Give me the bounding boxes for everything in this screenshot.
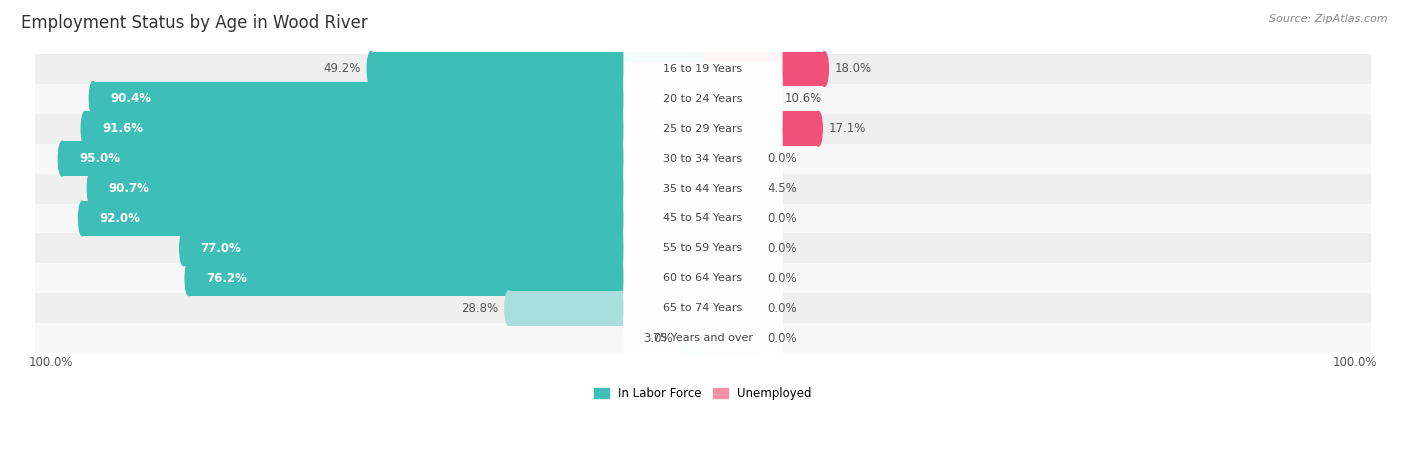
Bar <box>703 81 775 116</box>
FancyBboxPatch shape <box>623 122 783 196</box>
Bar <box>683 321 703 356</box>
Text: 65 to 74 Years: 65 to 74 Years <box>664 303 742 313</box>
Bar <box>83 201 703 236</box>
Circle shape <box>87 171 96 206</box>
Text: 100.0%: 100.0% <box>28 356 73 369</box>
Circle shape <box>754 261 761 296</box>
Legend: In Labor Force, Unemployed: In Labor Force, Unemployed <box>589 382 817 405</box>
Bar <box>35 84 1371 114</box>
Bar <box>509 291 703 325</box>
Bar <box>35 174 1371 203</box>
Text: 92.0%: 92.0% <box>100 212 141 225</box>
FancyBboxPatch shape <box>623 92 783 166</box>
Circle shape <box>814 112 823 146</box>
Bar <box>703 231 756 266</box>
Text: 90.4%: 90.4% <box>110 92 150 105</box>
Bar <box>35 144 1371 174</box>
Circle shape <box>58 141 66 176</box>
FancyBboxPatch shape <box>623 241 783 315</box>
Text: 20 to 24 Years: 20 to 24 Years <box>664 94 742 104</box>
Bar <box>703 52 824 86</box>
Bar <box>62 141 703 176</box>
Circle shape <box>754 141 761 176</box>
Text: 0.0%: 0.0% <box>768 332 797 345</box>
FancyBboxPatch shape <box>623 271 783 345</box>
Circle shape <box>180 231 187 266</box>
Text: Source: ZipAtlas.com: Source: ZipAtlas.com <box>1270 14 1388 23</box>
Circle shape <box>186 261 193 296</box>
Text: 75 Years and over: 75 Years and over <box>652 333 754 343</box>
Bar <box>35 293 1371 323</box>
Bar <box>703 291 756 325</box>
Text: 25 to 29 Years: 25 to 29 Years <box>664 124 742 134</box>
Bar <box>184 231 703 266</box>
Text: 10.6%: 10.6% <box>785 92 823 105</box>
Bar <box>35 234 1371 263</box>
FancyBboxPatch shape <box>623 212 783 285</box>
Text: 3.0%: 3.0% <box>643 332 672 345</box>
Bar <box>703 141 756 176</box>
Text: 100.0%: 100.0% <box>1333 356 1378 369</box>
FancyBboxPatch shape <box>623 301 783 375</box>
Bar <box>371 52 703 86</box>
Text: 45 to 54 Years: 45 to 54 Years <box>664 213 742 224</box>
Text: 60 to 64 Years: 60 to 64 Years <box>664 273 742 284</box>
Text: 0.0%: 0.0% <box>768 212 797 225</box>
Circle shape <box>79 201 86 236</box>
Circle shape <box>754 171 761 206</box>
Bar <box>93 81 703 116</box>
Circle shape <box>754 231 761 266</box>
Bar <box>35 114 1371 144</box>
Text: 17.1%: 17.1% <box>828 122 866 135</box>
Circle shape <box>90 81 97 116</box>
Circle shape <box>505 291 513 325</box>
Bar <box>703 261 756 296</box>
FancyBboxPatch shape <box>623 181 783 256</box>
Text: 30 to 34 Years: 30 to 34 Years <box>664 153 742 164</box>
Text: 0.0%: 0.0% <box>768 242 797 255</box>
Bar <box>703 171 756 206</box>
Text: 0.0%: 0.0% <box>768 272 797 285</box>
Text: 4.5%: 4.5% <box>768 182 797 195</box>
Circle shape <box>367 52 375 86</box>
Text: 90.7%: 90.7% <box>108 182 149 195</box>
FancyBboxPatch shape <box>623 32 783 106</box>
Circle shape <box>82 112 89 146</box>
Text: 28.8%: 28.8% <box>461 302 499 315</box>
FancyBboxPatch shape <box>623 152 783 225</box>
Circle shape <box>754 291 761 325</box>
FancyBboxPatch shape <box>623 62 783 136</box>
Text: 55 to 59 Years: 55 to 59 Years <box>664 243 742 253</box>
Circle shape <box>679 321 686 356</box>
Text: 76.2%: 76.2% <box>205 272 247 285</box>
Text: 77.0%: 77.0% <box>201 242 242 255</box>
Circle shape <box>754 201 761 236</box>
Bar <box>703 112 818 146</box>
Text: 18.0%: 18.0% <box>835 63 872 76</box>
Text: 95.0%: 95.0% <box>79 152 120 165</box>
Bar <box>188 261 703 296</box>
Circle shape <box>821 52 828 86</box>
Bar <box>35 323 1371 353</box>
Bar <box>35 203 1371 234</box>
Text: 49.2%: 49.2% <box>323 63 361 76</box>
Bar <box>91 171 703 206</box>
Circle shape <box>770 81 779 116</box>
Bar <box>35 263 1371 293</box>
Text: 0.0%: 0.0% <box>768 302 797 315</box>
Bar <box>703 321 756 356</box>
Text: 91.6%: 91.6% <box>103 122 143 135</box>
Text: Employment Status by Age in Wood River: Employment Status by Age in Wood River <box>21 14 368 32</box>
Bar <box>86 112 703 146</box>
Circle shape <box>754 321 761 356</box>
Text: 35 to 44 Years: 35 to 44 Years <box>664 184 742 194</box>
Text: 16 to 19 Years: 16 to 19 Years <box>664 64 742 74</box>
Bar <box>35 54 1371 84</box>
Text: 0.0%: 0.0% <box>768 152 797 165</box>
Bar <box>703 201 756 236</box>
